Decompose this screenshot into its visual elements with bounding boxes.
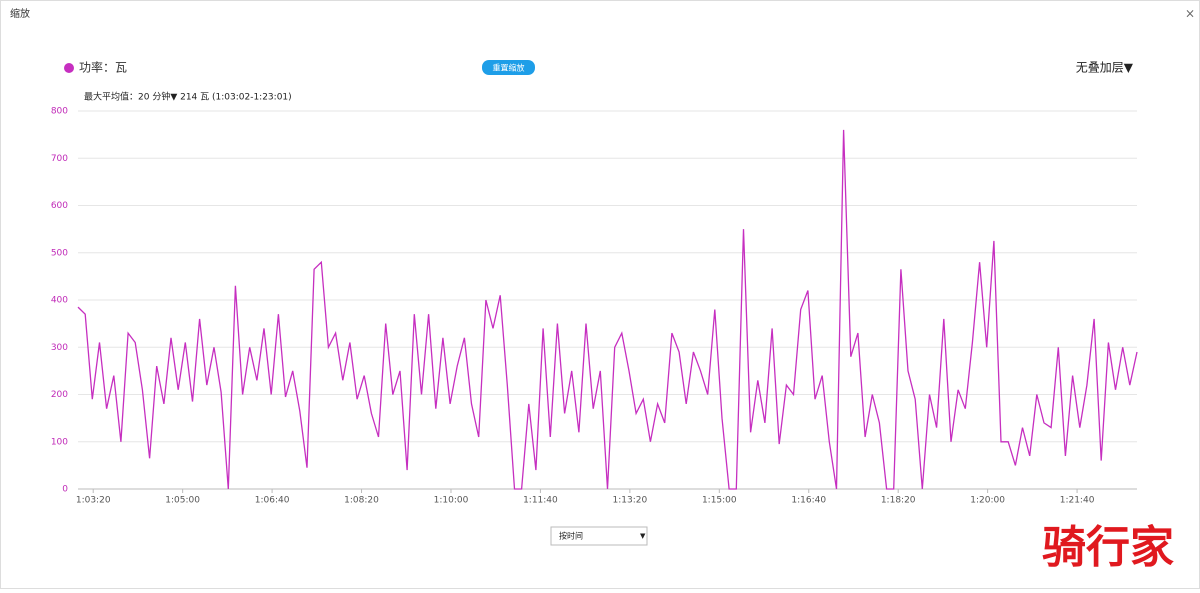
y-tick-label: 100 <box>51 437 68 447</box>
select-arrow[interactable]: ▼ <box>640 532 646 540</box>
y-tick-label: 400 <box>51 296 68 306</box>
x-tick-label: 1:21:40 <box>1060 496 1095 506</box>
legend-marker <box>64 63 74 73</box>
x-tick-label: 1:20:00 <box>970 496 1005 506</box>
line-series <box>77 129 1138 490</box>
legend-label: 功率：瓦 <box>79 60 127 75</box>
x-tick-label: 1:06:40 <box>255 496 290 506</box>
x-tick-label: 1:18:20 <box>881 496 916 506</box>
y-tick-label: 200 <box>51 390 68 400</box>
reset-label[interactable]: 重置缩放 <box>493 63 525 73</box>
reset-button[interactable] <box>482 60 535 75</box>
y-tick-label: 300 <box>51 343 68 353</box>
watermark: 骑行家 <box>1042 522 1174 573</box>
x-tick-label: 1:15:00 <box>702 496 737 506</box>
mode-select[interactable] <box>550 526 648 546</box>
mode-label[interactable]: 按时间 <box>559 531 583 541</box>
plot: 0 100 200 300 400 500 600 700 800 1:03:20 1:05:00 1… <box>51 107 1138 506</box>
y-tick-label: 500 <box>51 248 68 258</box>
x-tick-label: 1:11:40 <box>523 496 558 506</box>
x-tick-label: 1:16:40 <box>791 496 826 506</box>
x-tick-label: 1:05:00 <box>165 496 200 506</box>
close-button[interactable]: × <box>1185 7 1195 21</box>
subtitle: 最大平均值：20 分钟▼ 214 瓦 (1:03:02-1:23:01) <box>84 91 292 103</box>
x-tick-label: 1:10:00 <box>434 496 469 506</box>
y-tick-label: 600 <box>51 201 68 211</box>
overlay-select[interactable]: 无叠加层▼ <box>1076 61 1134 75</box>
x-tick-label: 1:08:20 <box>344 496 379 506</box>
y-tick-label: 700 <box>51 154 68 164</box>
x-tick-label: 1:13:20 <box>613 496 648 506</box>
dialog-title: 缩放 <box>10 7 30 20</box>
y-tick-label: 800 <box>51 107 68 117</box>
x-tick-label: 1:03:20 <box>76 496 111 506</box>
y-tick-label: 0 <box>62 485 68 495</box>
